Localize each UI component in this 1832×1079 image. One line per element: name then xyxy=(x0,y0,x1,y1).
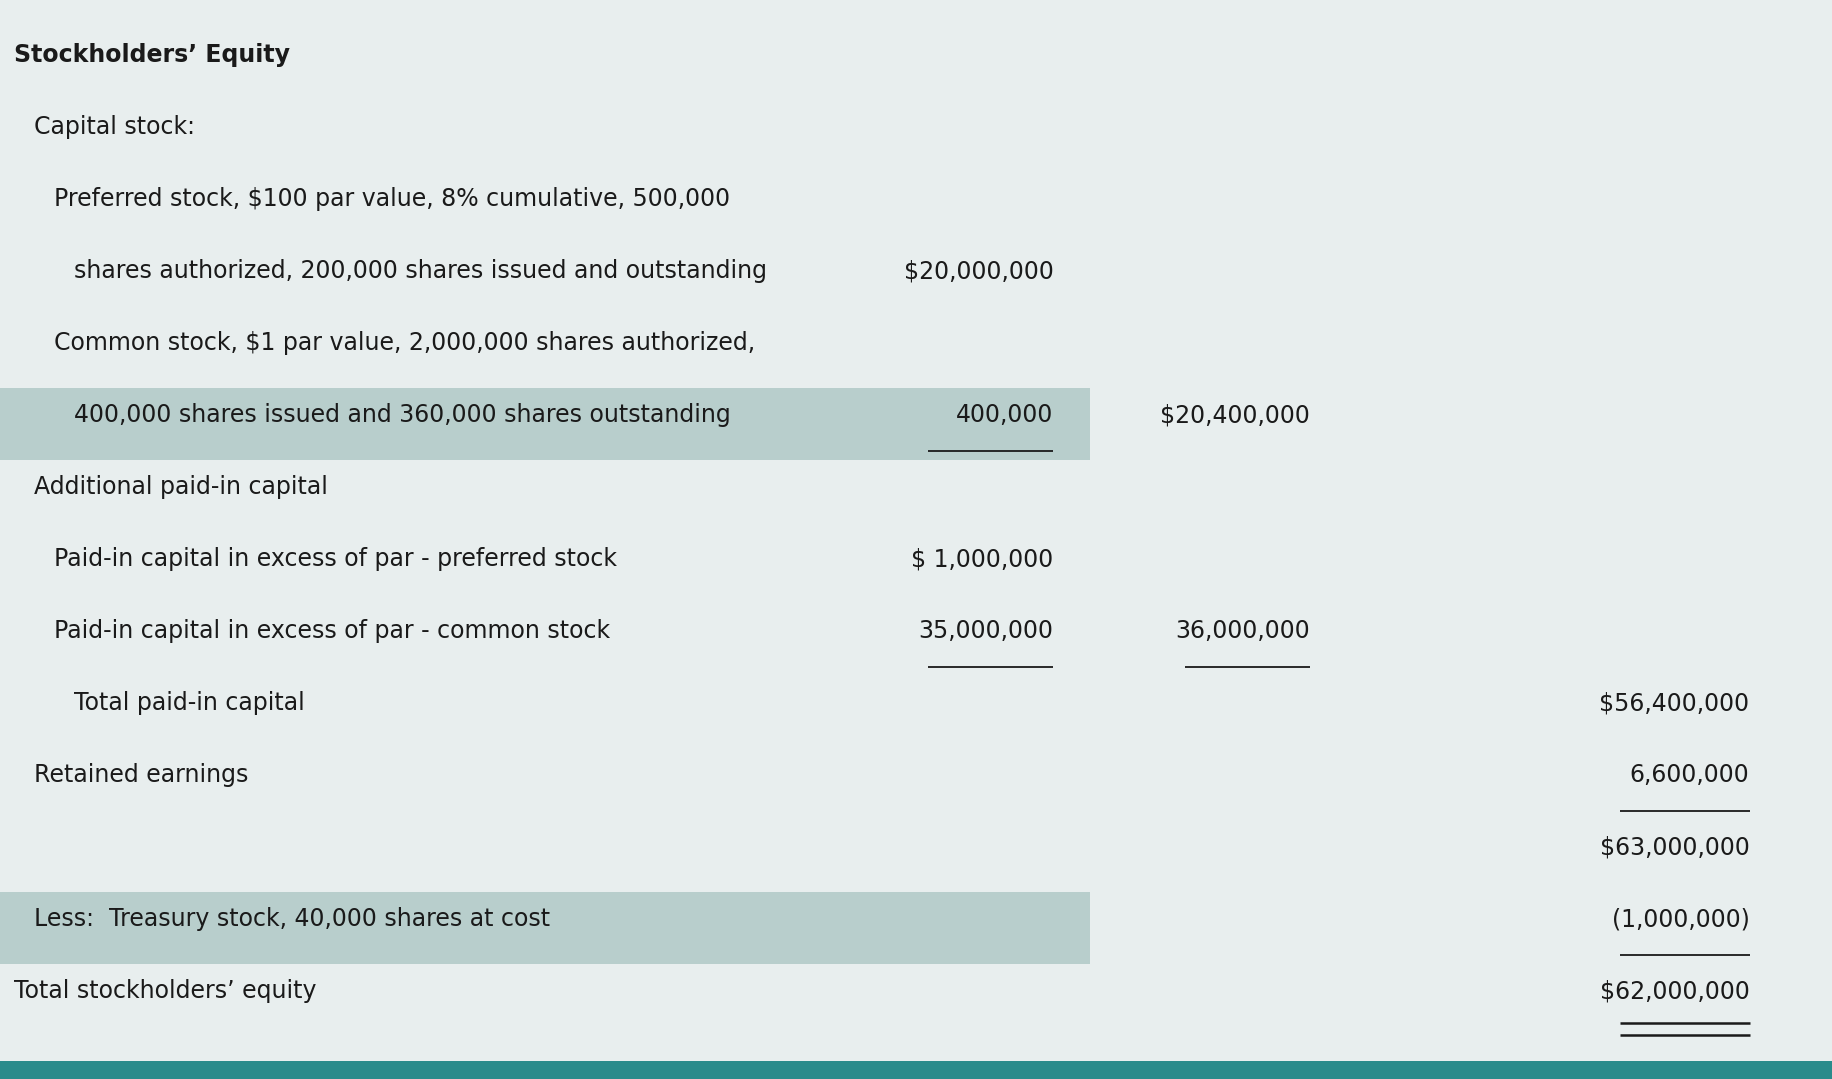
Text: Less:  Treasury stock, 40,000 shares at cost: Less: Treasury stock, 40,000 shares at c… xyxy=(35,907,550,931)
Text: $ 1,000,000: $ 1,000,000 xyxy=(911,547,1053,572)
Text: 36,000,000: 36,000,000 xyxy=(1174,619,1310,643)
Text: (1,000,000): (1,000,000) xyxy=(1612,907,1750,931)
Text: Common stock, $1 par value, 2,000,000 shares authorized,: Common stock, $1 par value, 2,000,000 sh… xyxy=(53,331,755,355)
Text: Stockholders’ Equity: Stockholders’ Equity xyxy=(15,43,289,67)
Bar xyxy=(0,892,1090,964)
Bar xyxy=(0,388,1090,460)
Text: Additional paid-in capital: Additional paid-in capital xyxy=(35,476,328,500)
Text: $20,000,000: $20,000,000 xyxy=(903,259,1053,284)
Text: Total paid-in capital: Total paid-in capital xyxy=(73,692,304,715)
Text: 6,600,000: 6,600,000 xyxy=(1630,763,1750,788)
Text: Paid-in capital in excess of par - preferred stock: Paid-in capital in excess of par - prefe… xyxy=(53,547,617,572)
Text: Retained earnings: Retained earnings xyxy=(35,763,249,788)
Text: $56,400,000: $56,400,000 xyxy=(1599,692,1750,715)
Text: 400,000 shares issued and 360,000 shares outstanding: 400,000 shares issued and 360,000 shares… xyxy=(73,404,731,427)
Text: Capital stock:: Capital stock: xyxy=(35,115,194,139)
Text: 35,000,000: 35,000,000 xyxy=(918,619,1053,643)
Text: 400,000: 400,000 xyxy=(956,404,1053,427)
Text: $62,000,000: $62,000,000 xyxy=(1599,980,1750,1003)
Text: $20,400,000: $20,400,000 xyxy=(1160,404,1310,427)
Text: Paid-in capital in excess of par - common stock: Paid-in capital in excess of par - commo… xyxy=(53,619,610,643)
Text: $63,000,000: $63,000,000 xyxy=(1599,835,1750,859)
Text: Preferred stock, $100 par value, 8% cumulative, 500,000: Preferred stock, $100 par value, 8% cumu… xyxy=(53,188,731,211)
Bar xyxy=(0,1061,1832,1079)
Text: Total stockholders’ equity: Total stockholders’ equity xyxy=(15,980,317,1003)
Text: shares authorized, 200,000 shares issued and outstanding: shares authorized, 200,000 shares issued… xyxy=(73,259,768,284)
